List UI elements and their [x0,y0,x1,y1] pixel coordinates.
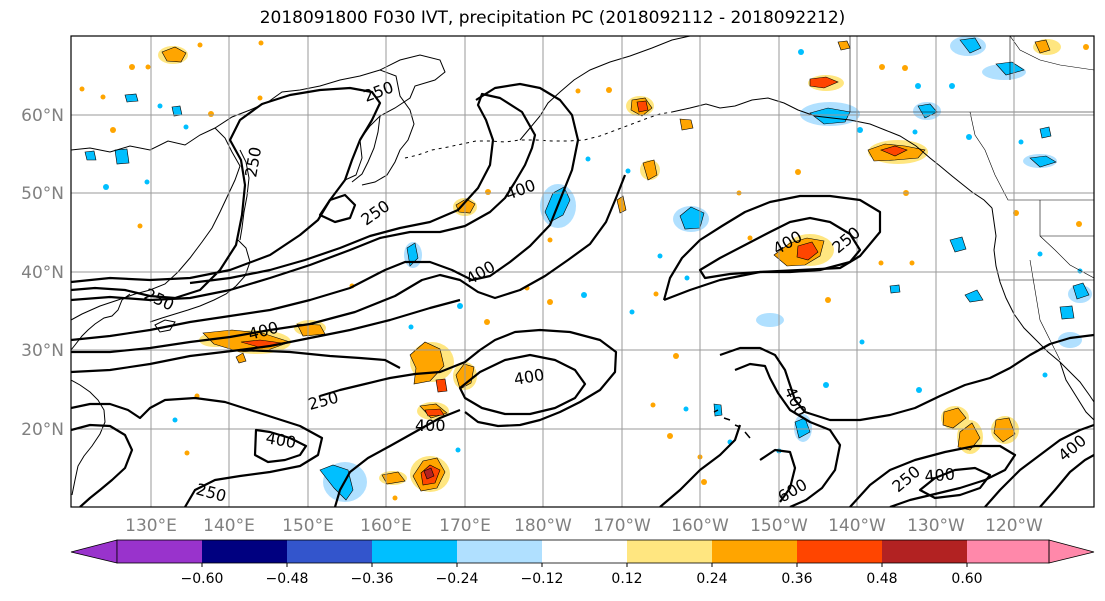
lon-label: 170°E [439,516,491,536]
lon-label: 160°E [360,516,412,536]
colorbar-tick: −0.36 [351,571,394,587]
colorbar-segment [882,540,967,563]
colorbar-segment [967,540,1049,563]
map-title: 2018091800 F030 IVT, precipitation PC (2… [259,8,846,28]
lon-label: 130°W [907,516,965,536]
lon-label: 150°W [750,516,808,536]
lon-label: 120°W [985,516,1043,536]
colorbar-tick: −0.24 [436,571,479,587]
colorbar-tick: −0.48 [266,571,309,587]
lat-label: 20°N [21,420,64,440]
lon-label: 130°E [125,516,177,536]
colorbar-segment [202,540,287,563]
colorbar-segment [712,540,797,563]
lat-label: 50°N [21,184,64,204]
colorbar-segment [117,540,202,563]
ivt-contours [71,82,1094,507]
lon-label: 180°W [514,516,572,536]
map-frame [70,35,1095,508]
colorbar-max-extend [1048,539,1095,564]
lat-label: 30°N [21,341,64,361]
colorbar-segment [287,540,372,563]
lat-label: 40°N [21,263,64,283]
lon-label: 140°W [828,516,886,536]
colorbar-min-extend [70,539,118,564]
colorbar-tick: 0.24 [696,571,727,587]
graticule [71,36,1094,507]
colorbar-tick: 0.36 [781,571,812,587]
contour-label: 400 [924,464,956,486]
colorbar-tick: −0.12 [521,571,564,587]
colorbar-tick: 0.60 [951,571,982,587]
colorbar-tick: −0.60 [181,571,224,587]
colorbar-segment [797,540,882,563]
colorbar-tick: 0.48 [866,571,897,587]
colorbar: −0.60 −0.48 −0.36 −0.24 −0.12 0.12 0.24 … [70,539,1095,587]
lon-label: 170°W [593,516,651,536]
coastlines [71,36,1094,496]
lon-label: 150°E [282,516,334,536]
colorbar-segment [372,540,457,563]
lon-label: 140°E [203,516,255,536]
lon-label: 160°W [671,516,729,536]
colorbar-tick: 0.12 [611,571,642,587]
lat-label: 60°N [21,106,64,126]
colorbar-segment [457,540,542,563]
contour-label: 400 [415,416,446,435]
longitude-labels: 130°E 140°E 150°E 160°E 170°E 180°W 170°… [125,516,1043,536]
colorbar-segment [542,540,627,563]
map-area: 250 250 250 250 250 250 250 250 400 400 … [71,36,1094,507]
colorbar-segment [627,540,712,563]
latitude-labels: 60°N 50°N 40°N 30°N 20°N [21,106,64,440]
